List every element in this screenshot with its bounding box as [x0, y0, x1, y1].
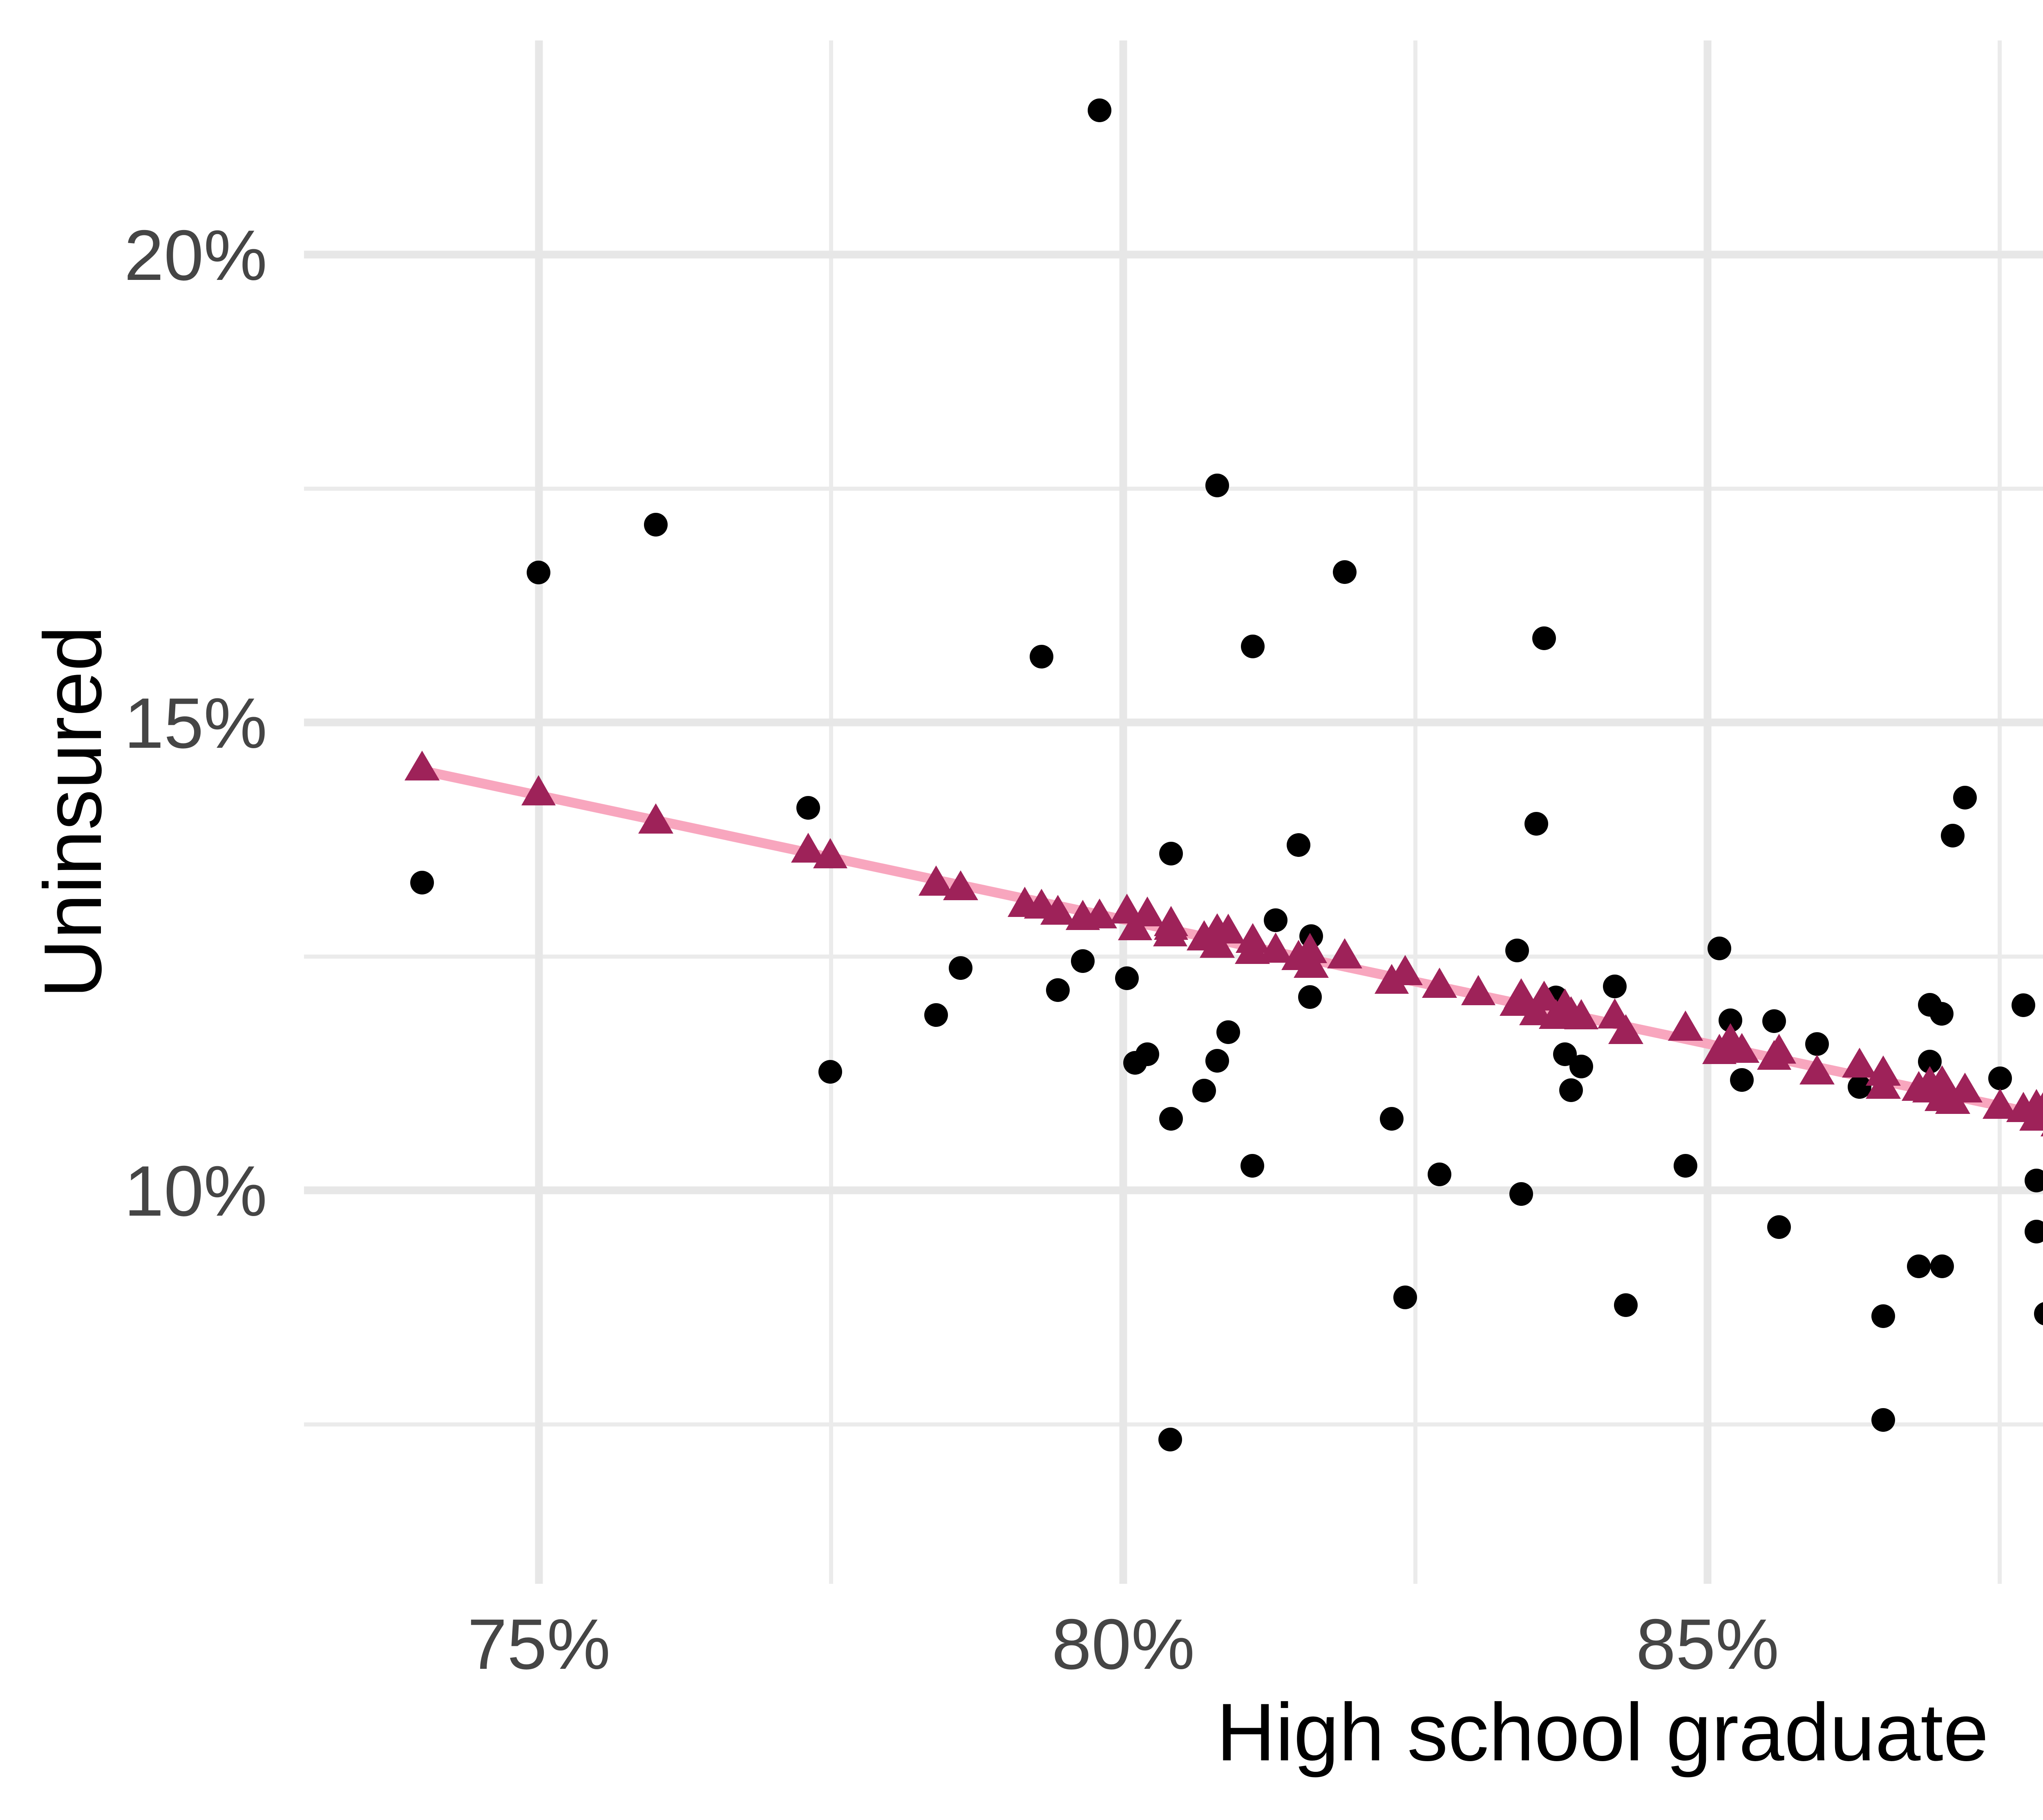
svg-text:85%: 85%	[1636, 1605, 1779, 1684]
svg-text:80%: 80%	[1052, 1605, 1195, 1684]
svg-text:Uninsured: Uninsured	[27, 626, 118, 998]
svg-text:High school graduate: High school graduate	[1216, 1687, 1989, 1778]
svg-text:75%: 75%	[467, 1605, 610, 1684]
svg-text:20%: 20%	[124, 216, 267, 295]
svg-text:10%: 10%	[124, 1151, 267, 1231]
svg-text:15%: 15%	[124, 684, 267, 763]
